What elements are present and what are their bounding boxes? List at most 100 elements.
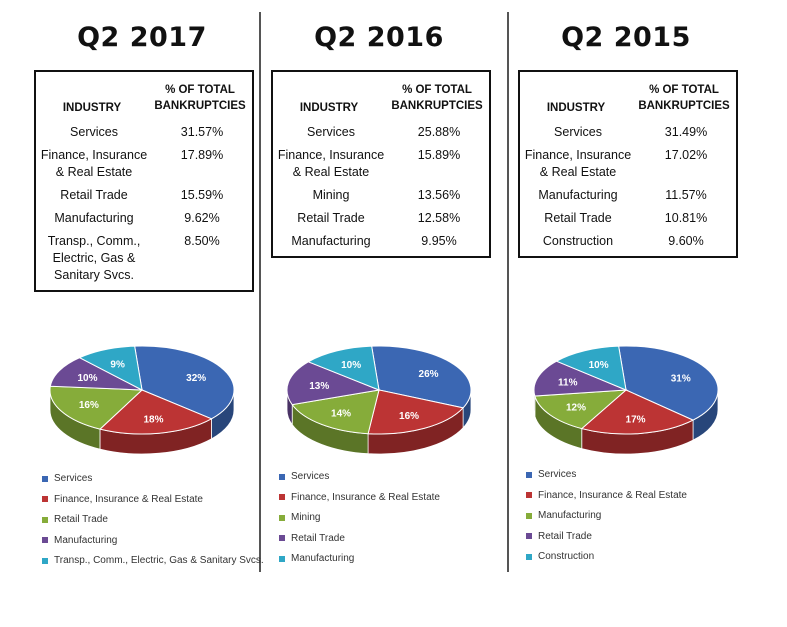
header-percent: % OF TOTAL BANKRUPTCIES [148, 82, 252, 118]
pie-slice [534, 389, 628, 430]
legend-label: Finance, Insurance & Real Estate [538, 489, 687, 501]
bankruptcy-table: INDUSTRY % OF TOTAL BANKRUPTCIES Services 25… [271, 70, 491, 258]
pie-slice [580, 389, 695, 435]
row-percent: 25.88% [417, 125, 461, 139]
header-industry: INDUSTRY [546, 102, 606, 114]
row-percent: 11.57% [665, 188, 707, 202]
pie-slice [291, 389, 380, 435]
legend-label: Transp., Comm., Electric, Gas & Sanitary… [54, 555, 264, 566]
pie-chart: 32% 18% 16% 10% 9% [34, 340, 254, 465]
legend-label: Construction [538, 551, 595, 562]
row-percent: 9.60% [668, 234, 704, 248]
legend-swatch [42, 496, 48, 502]
pie-slice [533, 360, 627, 397]
header-percent-line1: % OF TOTAL [649, 84, 719, 96]
table-header: INDUSTRY % OF TOTAL BANKRUPTCIES [273, 72, 489, 118]
legend-item: Manufacturing [279, 553, 354, 564]
pie-data-label: 32% [186, 373, 206, 384]
row-percent: 8.50% [184, 234, 220, 248]
header-percent: % OF TOTAL BANKRUPTCIES [385, 82, 489, 118]
panel-title: Q2 2016 [314, 22, 444, 53]
row-percent: 15.59% [180, 188, 224, 202]
pie-data-label: 31% [671, 373, 691, 384]
legend-item: Construction [526, 551, 594, 562]
row-percent: 31.57% [180, 125, 224, 139]
pie-slice [49, 385, 144, 430]
panel-1: Q2 2016 INDUSTRY % OF TOTAL BANKRUPTCIES Ser… [271, 0, 501, 627]
pie-slice [307, 345, 380, 391]
pie-slice [98, 389, 213, 435]
legend-item: Transp., Comm., Electric, Gas & Sanitary… [42, 555, 264, 566]
legend-item: Mining [279, 512, 320, 523]
row-industry: Finance, Insurance & Real Estate [524, 148, 632, 179]
row-industry: Retail Trade [60, 188, 128, 202]
table-row: Services 31.49% [520, 124, 736, 141]
panel-title: Q2 2017 [77, 22, 207, 53]
pie-data-label: 16% [79, 400, 99, 411]
legend-swatch [42, 475, 48, 482]
row-industry: Manufacturing [54, 211, 134, 225]
row-percent: 12.58% [417, 211, 461, 225]
table-row: Mining 13.56% [273, 187, 489, 204]
legend-swatch [279, 514, 285, 521]
pie-labels: 31% 17% 12% 11% 10% [558, 360, 691, 426]
legend-label: Services [538, 469, 577, 480]
table-row: Finance, Insurance & Real Estate 17.02% [520, 147, 736, 181]
pie-svg: 26% 16% 14% 13% 10% [286, 345, 472, 455]
pie-data-label: 9% [110, 359, 125, 370]
table-row: Manufacturing 11.57% [520, 187, 736, 204]
table-row: Retail Trade 10.81% [520, 210, 736, 227]
row-industry: Services [70, 125, 118, 139]
legend-label: Manufacturing [54, 534, 118, 546]
table-row: Retail Trade 15.59% [36, 187, 252, 204]
row-percent: 15.89% [417, 148, 461, 162]
legend-swatch [279, 555, 285, 562]
legend-swatch [42, 557, 48, 564]
legend-label: Services [54, 473, 93, 484]
legend-label: Retail Trade [538, 530, 592, 542]
legend-label: Retail Trade [54, 514, 108, 525]
pie-data-label: 11% [558, 378, 578, 389]
pie-labels: 26% 16% 14% 13% 10% [309, 360, 438, 422]
legend-label: Finance, Insurance & Real Estate [291, 491, 440, 503]
legend-item: Services [42, 473, 92, 484]
legend-swatch [279, 473, 285, 480]
header-percent-line2: BANKRUPTCIES [154, 100, 246, 112]
legend-swatch [526, 471, 532, 478]
table-row: Transp., Comm., Electric, Gas & Sanitary… [36, 233, 252, 284]
table-header: INDUSTRY % OF TOTAL BANKRUPTCIES [520, 72, 736, 118]
table-row: Retail Trade 12.58% [273, 210, 489, 227]
legend-swatch [279, 494, 285, 500]
bankruptcy-table: INDUSTRY % OF TOTAL BANKRUPTCIES Services 31… [34, 70, 254, 292]
row-industry: Manufacturing [538, 188, 618, 202]
row-percent: 17.02% [664, 148, 708, 162]
row-industry: Services [307, 125, 355, 139]
row-industry: Construction [542, 234, 614, 248]
legend-item: Services [279, 471, 329, 482]
row-industry: Finance, Insurance & Real Estate [40, 148, 148, 179]
table-row: Manufacturing 9.62% [36, 210, 252, 227]
table-row: Manufacturing 9.95% [273, 233, 489, 250]
legend-swatch [526, 533, 532, 539]
row-industry: Finance, Insurance & Real Estate [277, 148, 385, 179]
pie-data-label: 14% [331, 409, 351, 420]
table-row: Finance, Insurance & Real Estate 15.89% [273, 147, 489, 181]
pie-svg: 32% 18% 16% 10% 9% [49, 345, 235, 455]
legend-item: Manufacturing [42, 535, 117, 546]
pie-chart: 26% 16% 14% 13% 10% [271, 340, 491, 465]
legend-item: Finance, Insurance & Real Estate [526, 490, 687, 501]
pie-tops [286, 345, 472, 435]
legend-item: Finance, Insurance & Real Estate [42, 494, 203, 505]
pie-slice [49, 357, 143, 391]
header-percent-line2: BANKRUPTCIES [638, 100, 730, 112]
panel-0: Q2 2017 INDUSTRY % OF TOTAL BANKRUPTCIES Ser… [34, 0, 264, 627]
row-industry: Transp., Comm., Electric, Gas & Sanitary… [47, 234, 141, 282]
legend-label: Finance, Insurance & Real Estate [54, 493, 203, 505]
table-header: INDUSTRY % OF TOTAL BANKRUPTCIES [36, 72, 252, 118]
pie-data-label: 18% [144, 415, 164, 426]
legend-item: Manufacturing [526, 510, 601, 521]
pie-data-label: 16% [399, 411, 419, 422]
legend-swatch [42, 537, 48, 543]
bankruptcy-table: INDUSTRY % OF TOTAL BANKRUPTCIES Services 31… [518, 70, 738, 258]
pie-slice [78, 345, 143, 391]
